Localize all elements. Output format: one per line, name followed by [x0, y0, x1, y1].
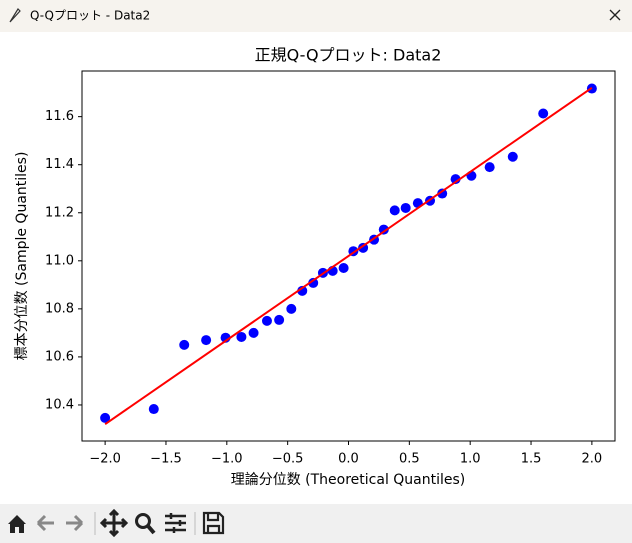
x-tick-label: 2.0: [582, 452, 603, 467]
data-point: [308, 277, 319, 288]
data-point: [236, 331, 247, 342]
y-tick-label: 10.8: [45, 301, 74, 316]
window-title: Q-Qプロット - Data2: [30, 9, 150, 23]
x-tick-label: −0.5: [272, 452, 304, 467]
y-axis-label: 標本分位数 (Sample Quantiles): [14, 152, 30, 361]
x-tick-label: 1.5: [521, 452, 542, 467]
pan-button[interactable]: [99, 508, 129, 538]
data-point: [286, 303, 297, 314]
app-icon: [9, 8, 21, 23]
data-point: [100, 412, 111, 423]
y-tick-label: 10.6: [45, 349, 74, 364]
x-tick-label: 0.0: [338, 452, 359, 467]
back-button[interactable]: [36, 514, 54, 532]
x-axis-label: 理論分位数 (Theoretical Quantiles): [231, 472, 466, 488]
data-point: [297, 285, 308, 296]
data-point: [274, 314, 285, 325]
y-tick-label: 10.4: [45, 397, 74, 412]
configure-button[interactable]: [165, 513, 186, 533]
data-point: [148, 404, 159, 415]
data-point: [450, 174, 461, 185]
data-point: [261, 315, 272, 326]
data-point: [378, 224, 389, 235]
y-tick-label: 11.4: [45, 157, 74, 172]
x-tick-label: −1.0: [211, 452, 243, 467]
save-button[interactable]: [202, 511, 225, 535]
x-tick-label: 1.0: [460, 452, 481, 467]
y-tick-label: 11.0: [45, 253, 74, 268]
home-button[interactable]: [8, 515, 26, 533]
data-point: [437, 188, 448, 199]
chart-title: 正規Q-Qプロット: Data2: [255, 46, 442, 65]
y-tick-label: 11.6: [45, 109, 74, 124]
data-point: [484, 162, 495, 173]
data-point: [338, 263, 349, 274]
data-point: [248, 327, 259, 338]
x-tick-label: −1.5: [150, 452, 182, 467]
y-tick-label: 11.2: [45, 205, 74, 220]
close-button[interactable]: [609, 9, 621, 21]
x-tick-label: −2.0: [89, 452, 121, 467]
forward-button[interactable]: [66, 514, 84, 532]
data-point: [400, 202, 411, 213]
data-point: [201, 335, 212, 346]
x-tick-label: 0.5: [399, 452, 420, 467]
data-point: [507, 151, 518, 162]
title-bar: [0, 0, 632, 32]
fit-line: [104, 86, 593, 426]
figure: [0, 32, 632, 504]
data-point: [179, 339, 190, 350]
data-point: [538, 108, 549, 119]
zoom-button[interactable]: [135, 513, 156, 535]
data-point: [389, 205, 400, 216]
